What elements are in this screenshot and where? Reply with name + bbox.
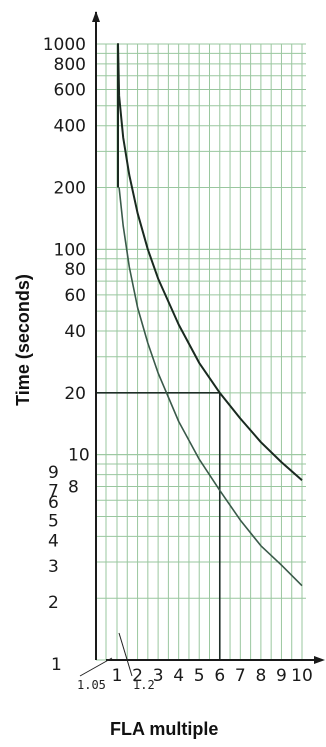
y-tick-label: 800 [54, 55, 86, 75]
y-tick-label: 4 [48, 531, 59, 551]
y-tick-label: 3 [48, 557, 59, 577]
y-tick-label: 5 [48, 511, 59, 531]
x-tick-label: 1 [112, 666, 123, 686]
x-tick-label: 5 [194, 666, 205, 686]
x-tick-label: 9 [276, 666, 287, 686]
y-tick-label: 200 [54, 179, 86, 199]
y-tick-label: 1000 [43, 35, 86, 55]
y-axis-title: Time (seconds) [13, 274, 33, 406]
x-axis-title: FLA multiple [110, 719, 218, 739]
grid [95, 43, 306, 661]
y-tick-label: 10 [68, 446, 90, 466]
y-axis-arrow [92, 11, 100, 22]
y-tick-label: 7 [48, 481, 59, 501]
x-tick-label: 10 [291, 666, 313, 686]
y-tick-label: 60 [64, 286, 86, 306]
annotation-1-05-leader [79, 657, 113, 677]
annotation-1-2-leader [118, 632, 133, 677]
x-tick-label: 8 [255, 666, 266, 686]
axes [92, 11, 325, 664]
y-tick-label: 2 [48, 593, 59, 613]
x-tick-label: 3 [153, 666, 164, 686]
reference-lines [96, 392, 221, 660]
annotation-1-05: 1.05 [77, 678, 106, 692]
y-tick-label: 20 [64, 384, 86, 404]
y-tick-label: 9 [48, 463, 59, 483]
x-tick-label: 6 [214, 666, 225, 686]
y-tick-label: 100 [54, 240, 86, 260]
series-curve-1 [117, 43, 303, 482]
x-tick-label: 4 [173, 666, 184, 686]
x-tick-label: 7 [235, 666, 246, 686]
y-tick-label: 1 [51, 655, 62, 675]
y-tick-label: 400 [54, 117, 86, 137]
y-tick-label: 80 [64, 260, 86, 280]
x-tick-label: 2 [132, 666, 143, 686]
annotation-1-2: 1.2 [133, 678, 155, 692]
y-tick-label: 600 [54, 81, 86, 101]
series-curve-2 [118, 187, 303, 587]
y-tick-label: 6 [48, 493, 59, 513]
x-tick-labels: 1 2 3 4 5 6 7 8 9 10 [112, 666, 313, 686]
annotations: 1.05 1.2 [77, 632, 155, 692]
y-tick-label: 40 [64, 322, 86, 342]
x-axis-arrow [314, 656, 325, 664]
y-tick-label: 8 [68, 478, 79, 498]
curves [117, 43, 303, 587]
